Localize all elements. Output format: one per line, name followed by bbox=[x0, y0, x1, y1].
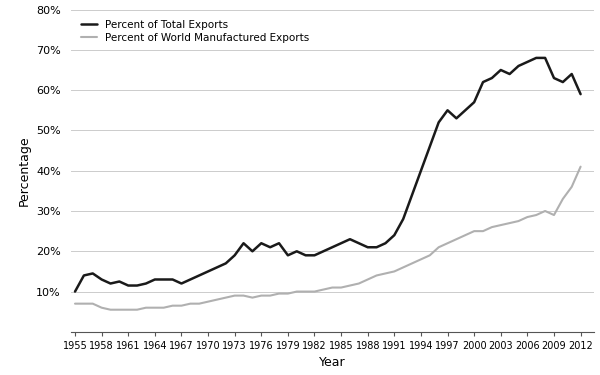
Percent of Total Exports bbox=[187, 277, 194, 282]
Percent of World Manufactured Exports bbox=[559, 196, 566, 201]
Percent of Total Exports bbox=[559, 80, 566, 84]
Percent of World Manufactured Exports bbox=[196, 302, 203, 306]
Percent of World Manufactured Exports bbox=[205, 299, 212, 304]
Percent of Total Exports bbox=[71, 290, 79, 294]
Percent of World Manufactured Exports bbox=[71, 302, 79, 306]
Line: Percent of World Manufactured Exports: Percent of World Manufactured Exports bbox=[75, 166, 581, 310]
Percent of Total Exports bbox=[497, 68, 505, 72]
Percent of World Manufactured Exports bbox=[453, 237, 460, 242]
Y-axis label: Percentage: Percentage bbox=[17, 135, 31, 206]
Percent of Total Exports bbox=[409, 193, 416, 197]
Percent of World Manufactured Exports bbox=[577, 164, 584, 169]
Line: Percent of Total Exports: Percent of Total Exports bbox=[75, 58, 581, 292]
Percent of Total Exports bbox=[196, 273, 203, 278]
X-axis label: Year: Year bbox=[319, 357, 346, 369]
Percent of World Manufactured Exports bbox=[107, 308, 114, 312]
Percent of Total Exports bbox=[444, 108, 451, 112]
Legend: Percent of Total Exports, Percent of World Manufactured Exports: Percent of Total Exports, Percent of Wor… bbox=[76, 15, 314, 48]
Percent of World Manufactured Exports bbox=[418, 257, 425, 262]
Percent of Total Exports bbox=[577, 92, 584, 96]
Percent of World Manufactured Exports bbox=[506, 221, 513, 225]
Percent of Total Exports bbox=[533, 56, 540, 60]
